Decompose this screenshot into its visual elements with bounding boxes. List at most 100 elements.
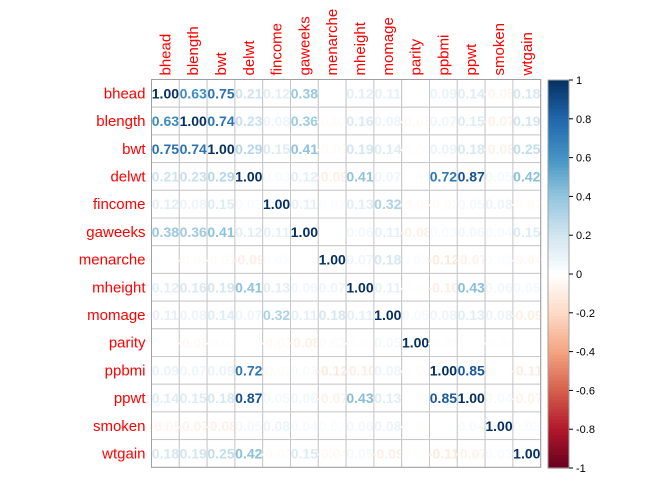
cell-value-mheight-gaweeks: 0.06 — [291, 279, 318, 295]
cell-value-fincome-wtgain: -0.02 — [511, 196, 543, 212]
cell-value-ppwt-parity: 0.00 — [402, 390, 429, 406]
cell-value-fincome-menarche: 0.02 — [319, 196, 346, 212]
colorbar-tick-label: -0.4 — [576, 347, 595, 359]
cell-value-wtgain-momage: -0.09 — [372, 445, 404, 461]
cell-value-fincome-bhead: 0.12 — [152, 196, 179, 212]
cell-value-mheight-delwt: 0.41 — [235, 279, 262, 295]
colorbar-segment — [548, 228, 569, 233]
cell-value-ppbmi-ppwt: 0.85 — [458, 362, 485, 378]
cell-value-blength-parity: -0.03 — [400, 113, 432, 129]
colorbar-segment — [548, 199, 569, 204]
cell-value-ppwt-mheight: 0.43 — [346, 390, 373, 406]
cell-smoken-blength — [178, 411, 208, 441]
cell-value-ppbmi-menarche: -0.12 — [316, 362, 348, 378]
colorbar-segment — [548, 141, 569, 146]
colorbar-segment — [548, 277, 569, 282]
cell-value-momage-gaweeks: 0.11 — [291, 307, 318, 323]
colorbar-segment — [548, 390, 569, 395]
colorbar-segment — [548, 118, 569, 123]
cell-bwt-bwt — [206, 134, 236, 164]
cell-bhead-gaweeks — [290, 79, 319, 108]
cell-bwt-mheight — [345, 134, 375, 164]
cell-parity-wtgain — [512, 328, 542, 357]
colorbar: 1 0.8 0.6 0.4 0.2 0 -0.2 -0.4 -0.6 -0.8 -1 — [547, 75, 595, 475]
cell-menarche-delwt — [234, 245, 264, 274]
cell-value-ppbmi-wtgain: -0.11 — [511, 362, 542, 378]
cell-value-delwt-momage: 0.07 — [374, 168, 401, 184]
cell-value-smoken-momage: 0.08 — [374, 418, 401, 434]
colorbar-tick-label: 0 — [576, 269, 582, 281]
colorbar-tick-label: 0.8 — [576, 114, 591, 126]
cell-ppbmi-blength — [178, 356, 208, 385]
colorbar-segment — [548, 138, 569, 143]
cell-momage-bhead — [151, 300, 180, 330]
cell-ppwt-smoken — [484, 383, 514, 413]
cell-value-fincome-bwt: 0.15 — [207, 196, 234, 212]
colorbar-segment — [548, 251, 569, 256]
colorbar-segment — [548, 358, 569, 362]
colorbar-segment — [548, 102, 569, 107]
cell-value-delwt-smoken: 0.05 — [485, 168, 512, 184]
column-label-ppbmi: ppbmi — [435, 35, 452, 76]
cell-value-menarche-blength: -0.02 — [177, 252, 209, 268]
cell-value-delwt-menarche: -0.09 — [316, 168, 348, 184]
cell-value-parity-bhead: 0.00 — [152, 335, 179, 351]
cell-value-bhead-menarche: 0.00 — [319, 85, 346, 101]
cell-value-delwt-wtgain: 0.42 — [513, 168, 540, 184]
cell-wtgain-fincome — [262, 439, 292, 468]
colorbar-segment — [548, 105, 569, 110]
cell-value-menarche-gaweeks: 0.00 — [291, 252, 318, 268]
cell-bwt-wtgain — [512, 134, 542, 164]
row-label-bwt: bwt — [122, 141, 146, 158]
colorbar-segment — [548, 332, 569, 337]
cell-value-fincome-ppbmi: -0.02 — [427, 196, 459, 212]
colorbar-tick-label: 0.2 — [576, 230, 591, 242]
cell-parity-fincome — [262, 328, 292, 357]
cell-value-mheight-menarche: 0.07 — [319, 279, 346, 295]
colorbar-segment — [548, 257, 569, 262]
colorbar-segment — [548, 400, 569, 404]
cell-value-smoken-bwt: -0.08 — [205, 418, 237, 434]
cell-blength-bwt — [206, 106, 236, 136]
colorbar-segment — [548, 164, 569, 168]
cell-value-gaweeks-parity: -0.08 — [400, 224, 432, 240]
cell-blength-menarche — [317, 106, 347, 136]
cell-value-parity-wtgain: 0.01 — [513, 335, 540, 351]
colorbar-segment — [548, 238, 569, 243]
colorbar-segment — [548, 364, 569, 369]
cell-value-bhead-delwt: 0.21 — [235, 85, 262, 101]
cell-value-bhead-bwt: 0.75 — [207, 85, 234, 101]
colorbar-segment — [548, 283, 569, 288]
cell-value-menarche-ppbmi: -0.12 — [427, 252, 459, 268]
colorbar-segment — [548, 380, 569, 385]
cell-gaweeks-parity — [401, 217, 431, 247]
cell-value-delwt-fincome: 0.03 — [263, 168, 290, 184]
cell-value-ppwt-smoken: 0.04 — [485, 390, 512, 406]
colorbar-segment — [548, 461, 569, 466]
colorbar-segment — [548, 425, 569, 430]
cell-value-menarche-bwt: -0.02 — [205, 252, 237, 268]
cell-momage-wtgain — [512, 300, 542, 330]
cell-bwt-bhead — [151, 134, 180, 164]
colorbar-segment — [548, 180, 569, 185]
column-label-mheight: mheight — [352, 21, 369, 75]
colorbar-segment — [548, 80, 569, 84]
cell-value-bwt-wtgain: 0.25 — [513, 141, 540, 157]
cell-value-ppbmi-momage: 0.08 — [374, 362, 401, 378]
cell-ppbmi-gaweeks — [290, 356, 319, 385]
cell-bhead-mheight — [345, 79, 375, 108]
cell-value-delwt-bhead: 0.21 — [152, 168, 179, 184]
cell-ppwt-parity — [401, 383, 431, 413]
colorbar-segment — [548, 125, 569, 130]
cell-value-wtgain-mheight: 0.05 — [346, 445, 373, 461]
colorbar-segment — [548, 451, 569, 456]
cell-value-menarche-fincome: 0.02 — [263, 252, 290, 268]
cell-menarche-ppbmi — [429, 245, 458, 274]
cell-value-menarche-smoken: 0.02 — [485, 252, 512, 268]
column-label-wtgain: wtgain — [519, 32, 536, 76]
cell-value-smoken-mheight: 0.06 — [346, 418, 373, 434]
cell-value-gaweeks-menarche: 0.00 — [319, 224, 346, 240]
cell-value-menarche-momage: 0.18 — [374, 252, 401, 268]
cell-ppwt-delwt — [234, 383, 264, 413]
cell-value-ppbmi-mheight: -0.10 — [344, 362, 376, 378]
